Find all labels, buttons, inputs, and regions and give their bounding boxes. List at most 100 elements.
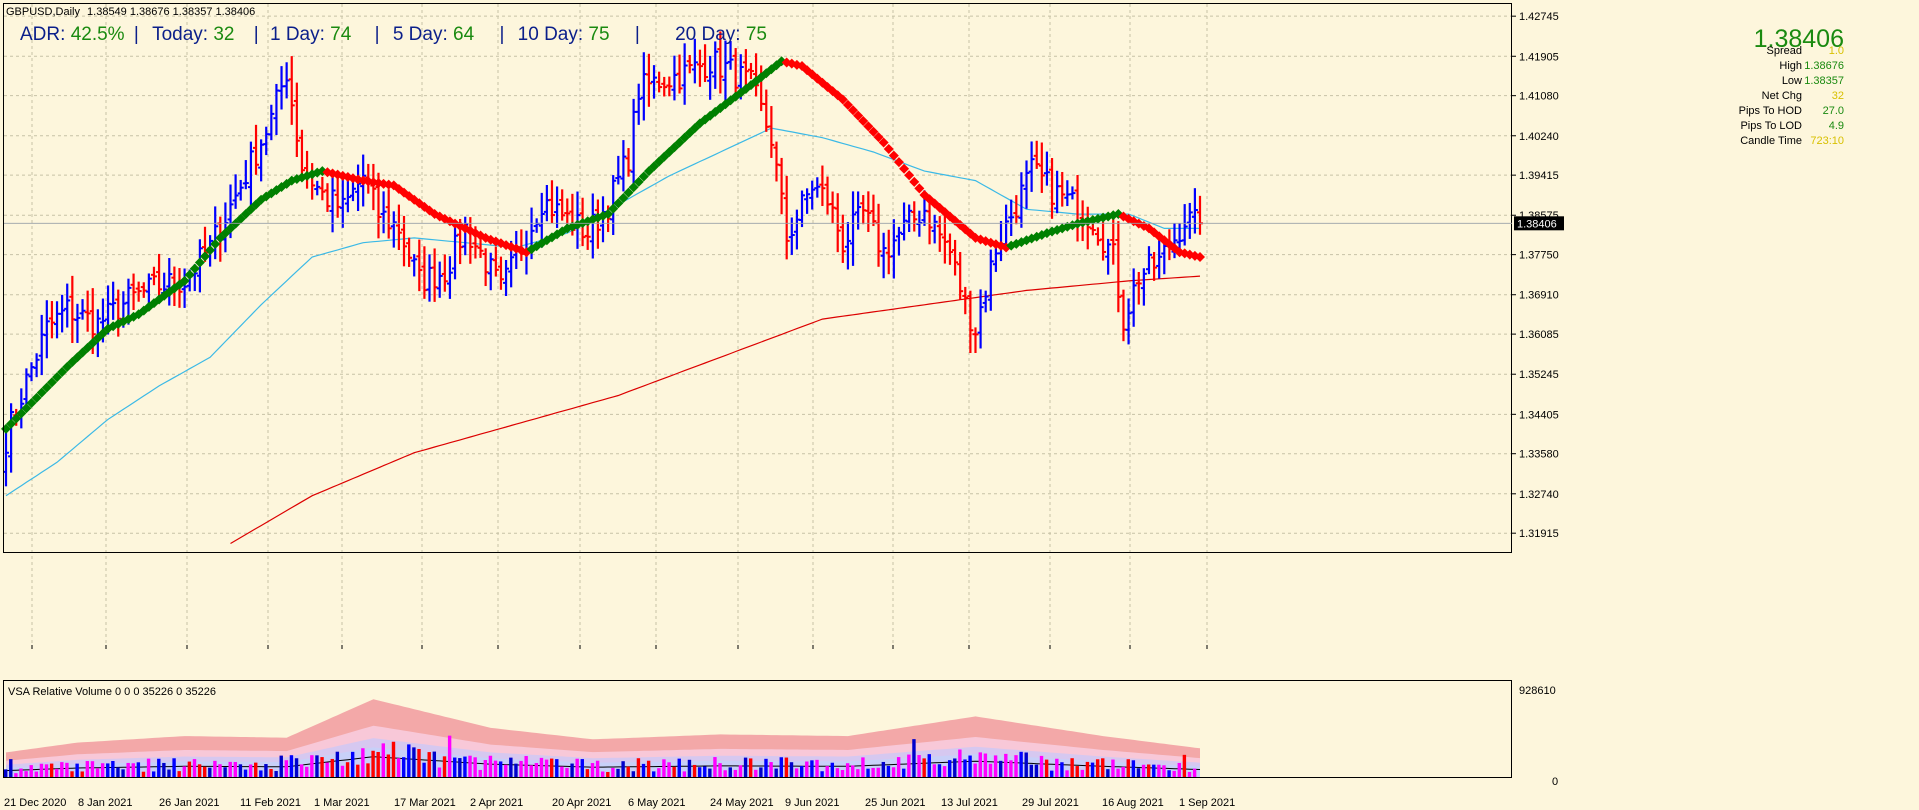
volume-bar	[595, 760, 600, 777]
volume-bar	[330, 758, 334, 777]
ohlc-bar	[84, 290, 91, 332]
volume-bar	[116, 767, 120, 777]
symbol-label: GBPUSD,Daily	[6, 6, 80, 18]
y-tick-label: 1.37750	[1519, 250, 1559, 262]
volume-bar	[718, 763, 722, 777]
ohlc-bar	[962, 286, 969, 315]
trend-ma-dot	[909, 176, 920, 187]
ohlc-bar	[1176, 223, 1183, 249]
x-tick-label: 9 Jun 2021	[785, 797, 839, 809]
info-panel: 1.38406 Spread 1.0 High 1.38676 Low 1.38357 Ne…	[1700, 26, 1844, 149]
x-tick-label: 24 May 2021	[710, 797, 774, 809]
symbol-header: GBPUSD,Daily 1.38549 1.38676 1.38357 1.3…	[6, 6, 255, 18]
trend-ma-dot	[893, 157, 904, 168]
volume-bar	[677, 758, 681, 777]
ohlc-bar	[406, 237, 413, 267]
volume-bar	[391, 741, 396, 777]
ohlc-bar	[487, 252, 494, 291]
ohlc-bar	[503, 260, 510, 296]
volume-bar	[381, 743, 385, 777]
ohlc-bar	[1125, 298, 1132, 345]
volume-bar	[565, 767, 569, 777]
volume-bar	[1055, 758, 1059, 777]
x-tick-label: 20 Apr 2021	[552, 797, 611, 809]
ohlc-bar	[79, 299, 86, 320]
volume-bar	[473, 757, 477, 777]
ohlc-bar	[1100, 221, 1107, 261]
today-value: 32	[213, 24, 235, 45]
info-label: Spread	[1766, 45, 1802, 57]
volume-bar	[692, 764, 697, 777]
ohlc-bar	[130, 273, 137, 311]
ohlc-bar	[1145, 246, 1152, 275]
ohlc-bar	[1064, 180, 1071, 207]
ohlc-bar	[309, 163, 316, 200]
trend-ma-dot	[771, 60, 782, 71]
volume-bar	[672, 766, 676, 777]
volume-bar	[570, 763, 574, 777]
volume-bar	[891, 767, 896, 777]
volume-bar	[861, 757, 865, 777]
volume-bar	[993, 755, 998, 777]
volume-bar	[44, 764, 49, 777]
volume-bar	[1126, 759, 1130, 777]
ohlc-bar	[33, 353, 40, 378]
ohlc-bar	[1074, 175, 1081, 242]
volume-bar	[493, 760, 498, 777]
volume-bar	[697, 767, 702, 777]
trend-ma-dot	[16, 408, 27, 419]
trend-ma-dot	[603, 209, 614, 220]
volume-bar	[626, 766, 630, 777]
trend-ma-dot	[888, 150, 899, 161]
ohlc-bar	[727, 41, 734, 70]
d1-value: 74	[330, 24, 352, 45]
ohlc-bar	[482, 248, 489, 287]
volume-bar	[611, 767, 615, 777]
ohlc-bar	[972, 327, 979, 353]
volume-bar	[902, 768, 906, 777]
volume-histogram	[4, 699, 1201, 777]
volume-bar	[299, 764, 304, 777]
volume-bar	[657, 768, 661, 777]
volume-bar	[963, 759, 967, 777]
volume-bar	[437, 767, 442, 777]
volume-bar	[713, 757, 717, 777]
ohlc-bar	[559, 189, 566, 221]
trend-ma-dot	[608, 203, 619, 214]
ohlc-bar	[268, 104, 275, 141]
info-row: High 1.38676	[1700, 59, 1844, 74]
volume-bar	[703, 766, 707, 777]
ohlc-bar	[467, 217, 474, 264]
ohlc-bar	[686, 55, 693, 74]
info-value: 4.9	[1828, 120, 1844, 132]
ohlc-bar	[283, 62, 290, 99]
ohlc-bar	[941, 214, 948, 264]
volume-bar	[1187, 771, 1192, 777]
ohlc-bar	[707, 55, 714, 100]
volume-bar	[131, 763, 135, 777]
volume-bar	[483, 760, 488, 777]
volume-bar	[881, 761, 886, 777]
trend-ma-dot	[46, 377, 57, 388]
volume-bar	[769, 762, 773, 777]
volume-bar	[754, 769, 758, 777]
today-label: Today:	[152, 24, 209, 45]
separator: |	[499, 24, 505, 45]
ohlc-bar	[824, 176, 831, 215]
volume-bar	[1167, 770, 1171, 777]
ohlc-bar	[1008, 199, 1015, 237]
volume-bar	[366, 763, 370, 777]
volume-bar	[953, 758, 957, 777]
ohlc-bar	[28, 362, 35, 382]
volume-bar	[759, 767, 763, 777]
slow-moving-average	[230, 275, 1201, 545]
volume-bar	[779, 757, 783, 777]
ohlc-bar	[8, 403, 15, 473]
ohlc-bar	[732, 48, 739, 100]
ohlc-bar	[1191, 188, 1198, 234]
ohlc-bar	[875, 203, 882, 267]
ohlc-bar	[1054, 170, 1061, 214]
volume-bar	[60, 762, 64, 777]
volume-bar	[529, 765, 533, 777]
